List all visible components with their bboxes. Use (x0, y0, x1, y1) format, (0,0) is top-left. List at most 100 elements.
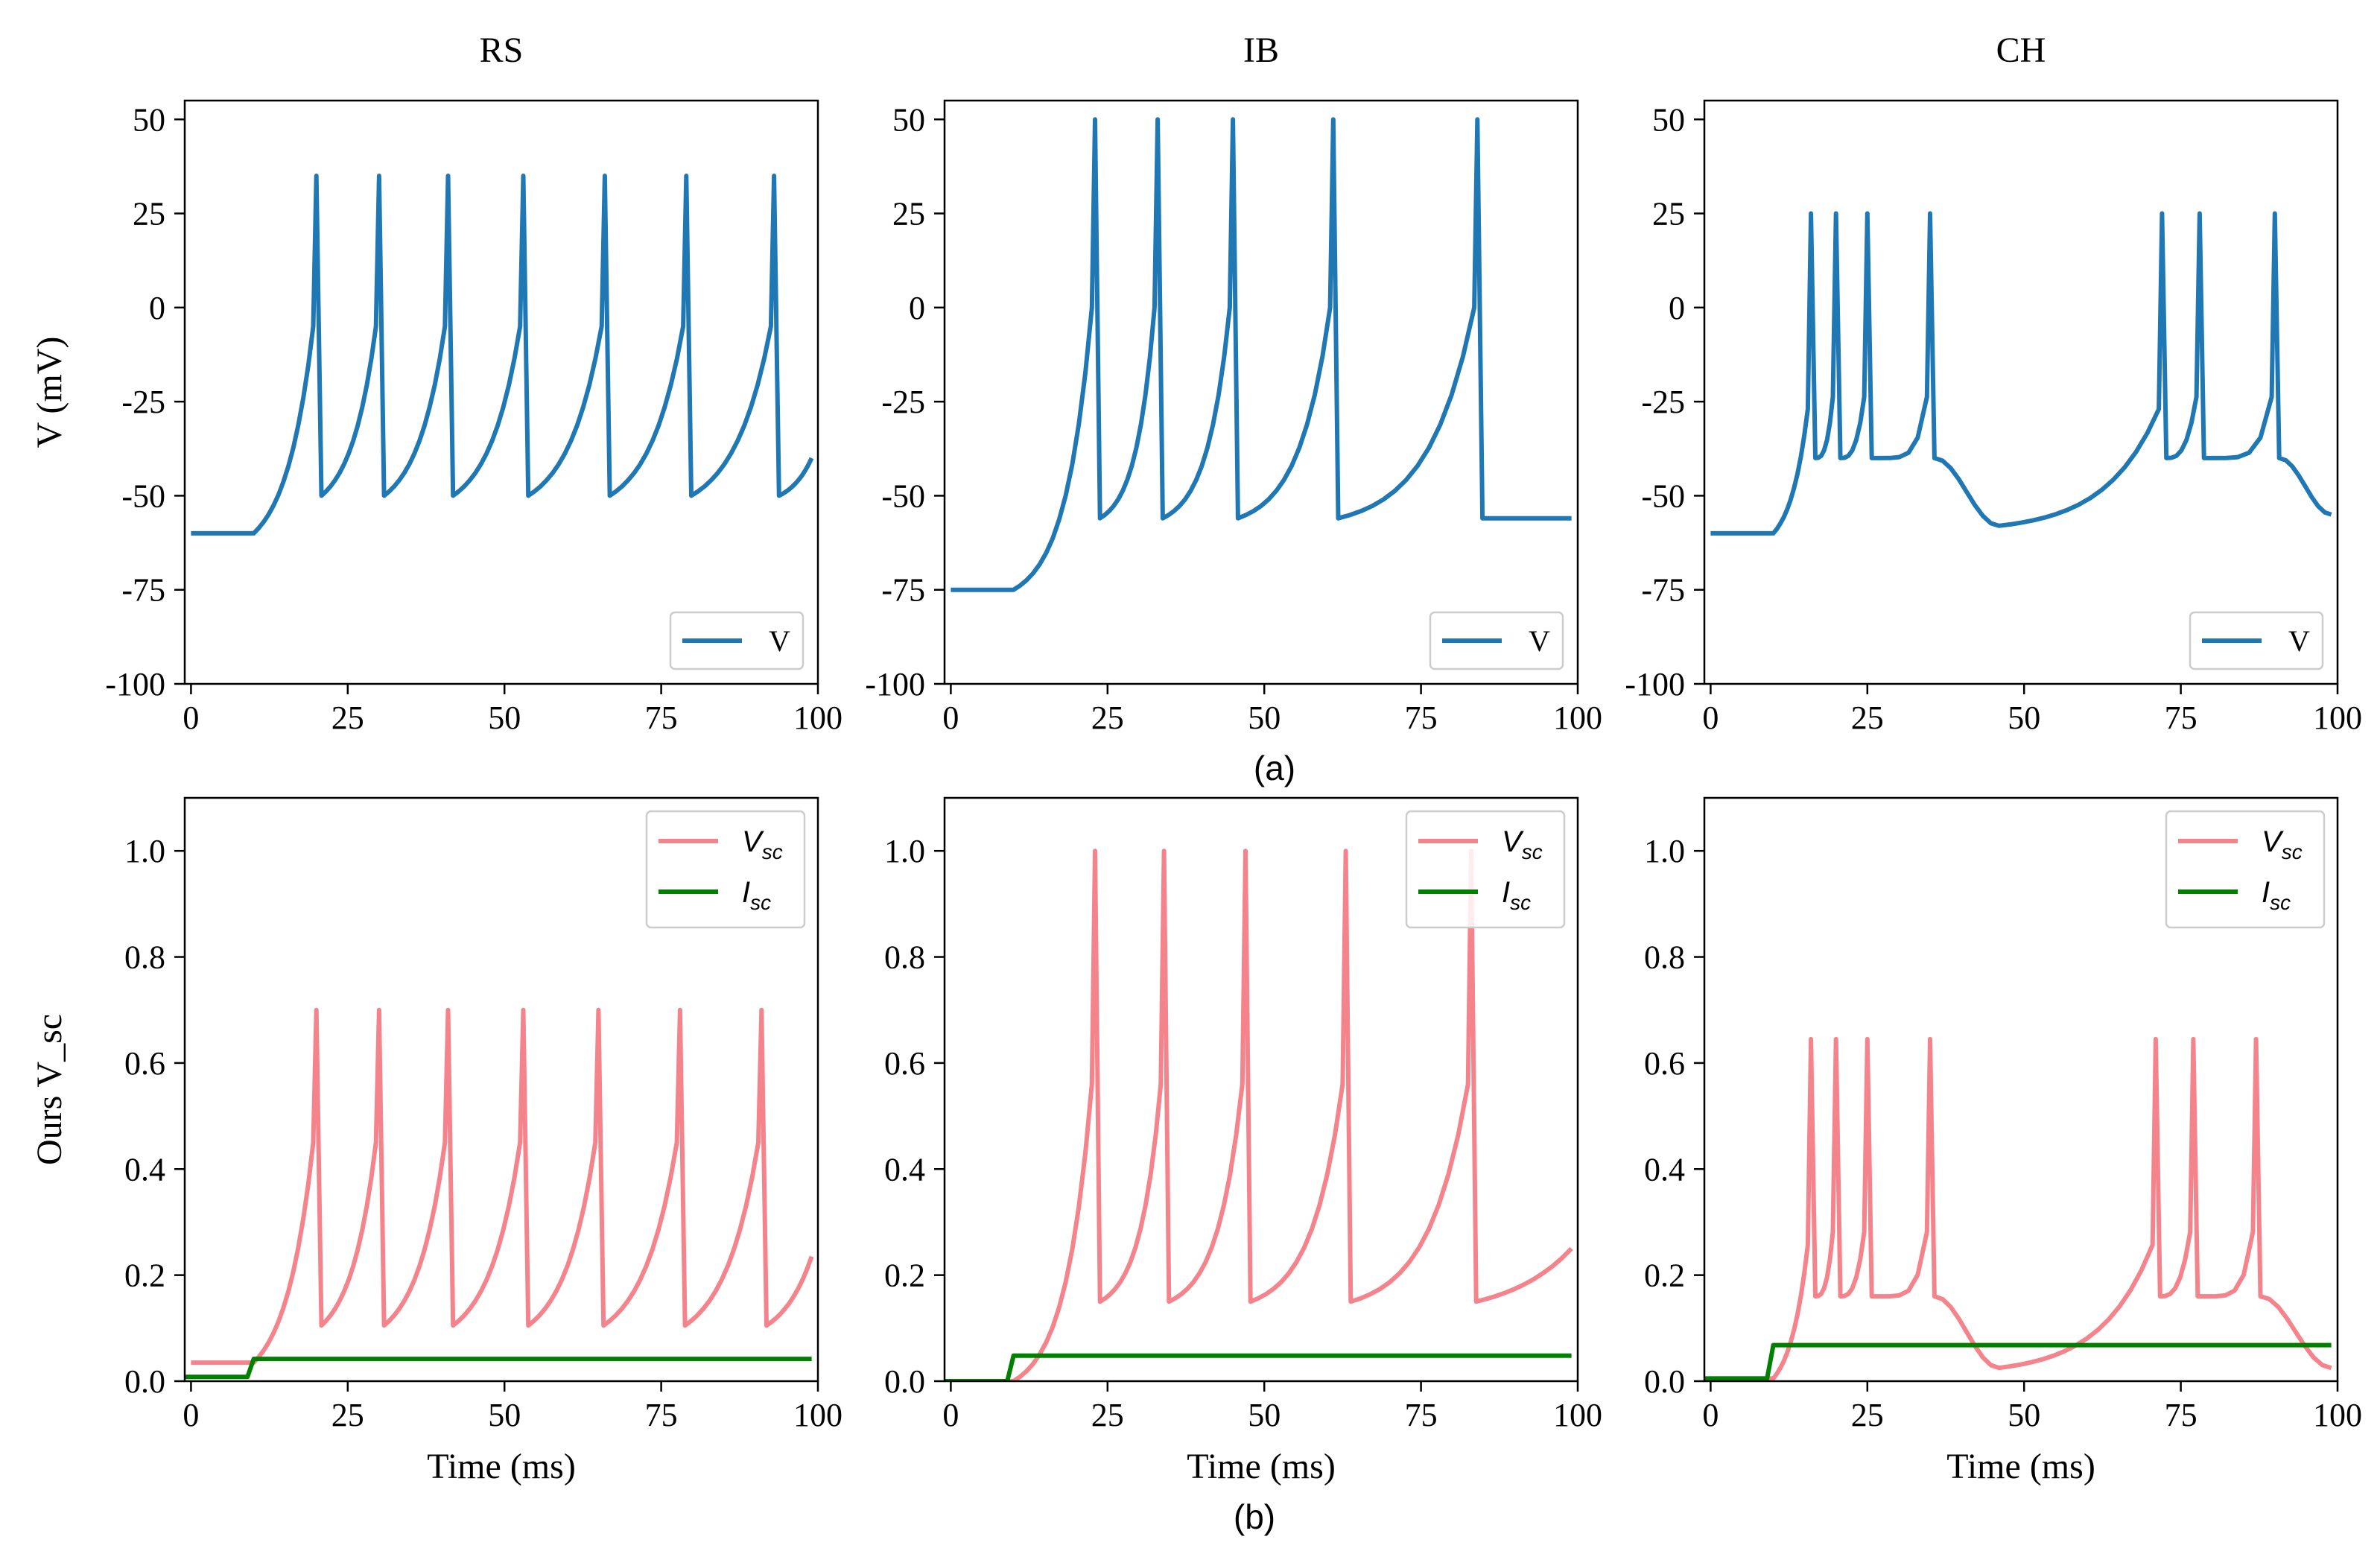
y-tick-label: 0.2 (124, 1258, 165, 1294)
series-line-v-sc (1710, 1036, 2332, 1381)
x-axis-label: Time (ms) (427, 1447, 576, 1486)
y-tick-label: -100 (105, 666, 165, 703)
legend-label: Vsc (1502, 825, 1543, 863)
x-tick-label: 50 (488, 1397, 521, 1433)
x-tick-label: 50 (2008, 700, 2040, 736)
y-tick-label: -75 (1641, 572, 1685, 609)
y-tick-label: 0.4 (1644, 1151, 1685, 1187)
y-tick-label: -25 (1641, 384, 1685, 420)
legend-label: Isc (1502, 876, 1531, 914)
series-line-v (191, 174, 814, 536)
x-tick-label: 0 (183, 700, 199, 736)
x-tick-label: 0 (183, 1397, 199, 1433)
caption-a: (a) (1254, 749, 1295, 787)
x-tick-label: 0 (942, 700, 959, 736)
y-tick-label: -25 (121, 384, 165, 420)
y-tick-label: 0.4 (124, 1151, 165, 1187)
y-tick-label: 1.0 (1644, 833, 1685, 869)
series-line-v (1710, 211, 2332, 536)
panel-title: IB (1243, 31, 1279, 70)
panel-ib_sc: 0 25 50 75 100 0.0 0.2 0.4 0.6 0.8 1.0 Time (ms) Vsc… (884, 796, 1602, 1486)
y-tick-label: -100 (865, 666, 925, 703)
x-tick-label: 0 (1702, 700, 1719, 736)
y-tick-label: -50 (121, 478, 165, 514)
y-tick-label: 0.6 (124, 1045, 165, 1082)
legend-label: Vsc (742, 825, 783, 863)
panel-title: RS (480, 31, 524, 70)
x-tick-label: 25 (1851, 700, 1884, 736)
legend-label: V (769, 624, 790, 658)
y-tick-label: 0.2 (884, 1258, 925, 1294)
y-axis-label: V (mV) (30, 337, 69, 448)
x-tick-label: 25 (331, 700, 364, 736)
panel-title: CH (1996, 31, 2046, 70)
y-tick-label: 0.2 (1644, 1258, 1685, 1294)
series-line-i-sc (1704, 1342, 2332, 1381)
y-tick-label: -50 (1641, 478, 1685, 514)
y-tick-label: 0.6 (1644, 1045, 1685, 1082)
panel-rs_sc: 0 25 50 75 100 0.0 0.2 0.4 0.6 0.8 1.0 Time (ms) Our… (30, 796, 842, 1486)
panels: 0 25 50 75 100 50 25 0 -25 -50 -75 -100 RS V (mV) V 0 25… (30, 31, 2362, 1486)
series-line-i-sc (185, 1357, 812, 1380)
legend-label: Isc (742, 876, 771, 914)
x-tick-label: 75 (2165, 1397, 2197, 1433)
y-tick-label: 0 (909, 290, 925, 326)
x-tick-label: 100 (793, 1397, 842, 1433)
y-tick-label: 0 (149, 290, 165, 326)
x-tick-label: 100 (2313, 700, 2362, 736)
x-tick-label: 25 (331, 1397, 364, 1433)
legend-label: Isc (2262, 876, 2291, 914)
axes-frame (943, 796, 1579, 1383)
x-tick-label: 50 (1248, 700, 1281, 736)
x-tick-label: 0 (942, 1397, 959, 1433)
x-tick-label: 75 (2165, 700, 2197, 736)
legend-label: V (1529, 624, 1550, 658)
panel-ib_v: 0 25 50 75 100 50 25 0 -25 -50 -75 -100 IB V (865, 31, 1602, 736)
x-tick-label: 50 (1248, 1397, 1281, 1433)
y-tick-label: 0.6 (884, 1045, 925, 1082)
y-tick-label: 0.8 (1644, 939, 1685, 976)
legend-box (645, 810, 806, 929)
y-tick-label: 25 (133, 196, 165, 232)
legend-label: V (2288, 624, 2310, 658)
axes-frame (1703, 99, 2339, 685)
x-axis-label: Time (ms) (1187, 1447, 1336, 1486)
legend-label: Vsc (2262, 825, 2303, 863)
y-tick-label: 1.0 (124, 833, 165, 869)
panel-ch_v: 0 25 50 75 100 50 25 0 -25 -50 -75 -100 CH V (1625, 31, 2362, 736)
x-tick-label: 75 (645, 700, 678, 736)
y-tick-label: 0.8 (884, 939, 925, 976)
y-tick-label: -75 (121, 572, 165, 609)
y-tick-label: 0.0 (1644, 1363, 1685, 1400)
axes-frame (183, 796, 819, 1383)
axes-frame (1703, 796, 2339, 1383)
y-tick-label: -50 (881, 478, 925, 514)
x-tick-label: 100 (1553, 700, 1602, 736)
y-tick-label: 0.8 (124, 939, 165, 976)
y-axis-label: Ours V_sc (30, 1014, 69, 1165)
series-line-v (951, 117, 1572, 592)
panel-ch_sc: 0 25 50 75 100 0.0 0.2 0.4 0.6 0.8 1.0 Time (ms) Vsc… (1644, 796, 2362, 1486)
x-tick-label: 25 (1091, 700, 1124, 736)
x-tick-label: 100 (2313, 1397, 2362, 1433)
y-tick-label: 25 (1652, 196, 1685, 232)
axes-frame (943, 99, 1579, 685)
x-tick-label: 100 (1553, 1397, 1602, 1433)
x-tick-label: 50 (2008, 1397, 2040, 1433)
x-tick-label: 75 (1405, 700, 1438, 736)
legend-box (2165, 810, 2326, 929)
y-tick-label: 25 (892, 196, 925, 232)
panel-rs_v: 0 25 50 75 100 50 25 0 -25 -50 -75 -100 RS V (mV) V (30, 31, 842, 736)
axes-frame (183, 99, 819, 685)
x-tick-label: 25 (1091, 1397, 1124, 1433)
series-line-v-sc (191, 1007, 814, 1366)
x-tick-label: 0 (1702, 1397, 1719, 1433)
y-tick-label: -75 (881, 572, 925, 609)
y-tick-label: 0 (1669, 290, 1685, 326)
x-tick-label: 25 (1851, 1397, 1884, 1433)
x-tick-label: 75 (645, 1397, 678, 1433)
caption-b: (b) (1234, 1497, 1275, 1536)
y-tick-label: 50 (133, 101, 165, 138)
